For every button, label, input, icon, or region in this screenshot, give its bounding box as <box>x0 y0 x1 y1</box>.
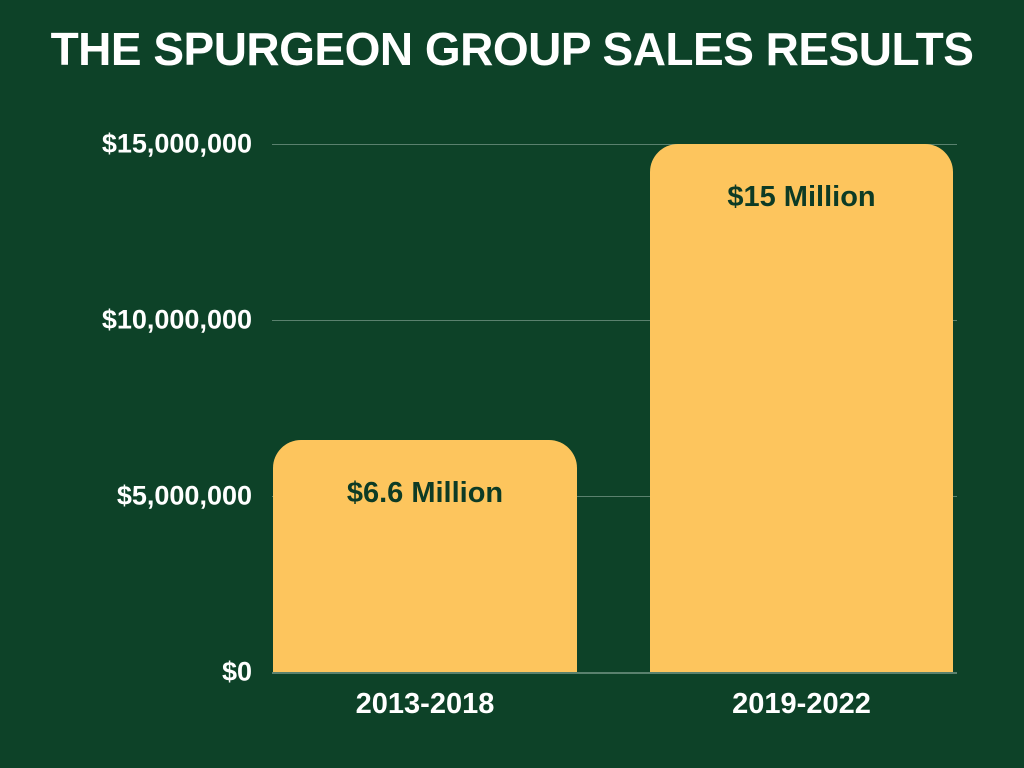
x-axis-baseline <box>272 672 957 674</box>
y-axis-tick-label-15m: $15,000,000 <box>101 128 252 159</box>
y-axis-tick-label-10m: $10,000,000 <box>101 304 252 335</box>
plot-area: $6.6 Million $15 Million 2013-2018 2019-… <box>272 144 957 720</box>
bar-value-label-2013-2018: $6.6 Million <box>346 476 504 509</box>
gridline-5m <box>272 496 957 497</box>
y-axis-tick-label-5m: $5,000,000 <box>116 480 252 511</box>
x-axis-tick-label-2019-2022: 2019-2022 <box>732 688 871 720</box>
chart-title: THE SPURGEON GROUP SALES RESULTS <box>50 23 974 75</box>
gridline-15m <box>272 144 957 145</box>
bar-2013-2018: $6.6 Million <box>273 439 577 672</box>
y-axis-tick-label-0: $0 <box>221 656 252 687</box>
x-axis-tick-label-2013-2018: 2013-2018 <box>355 688 495 720</box>
bar-value-label-2019-2022: $15 Million <box>727 181 876 213</box>
bar-2019-2022: $15 Million <box>650 144 953 672</box>
gridline-10m <box>272 320 957 321</box>
